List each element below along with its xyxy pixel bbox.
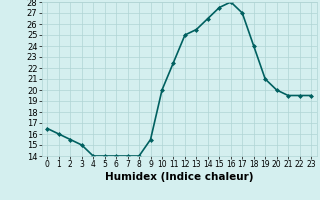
X-axis label: Humidex (Indice chaleur): Humidex (Indice chaleur) [105,172,253,182]
